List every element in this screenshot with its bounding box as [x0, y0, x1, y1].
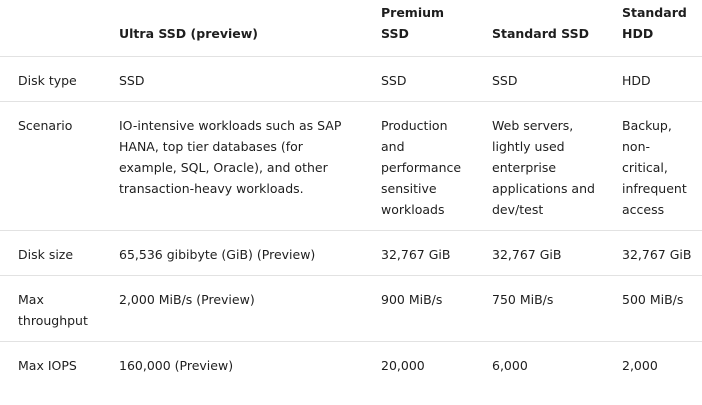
cell: 32,767 GiB: [483, 230, 613, 276]
header-text: Premium SSD: [381, 5, 445, 41]
cell: SSD: [372, 56, 483, 102]
cell: 6,000: [483, 341, 613, 386]
cell: 32,767 GiB: [613, 230, 702, 276]
cell: 500 MiB/s: [613, 275, 702, 342]
cell: SSD: [110, 56, 372, 102]
cell: SSD: [483, 56, 613, 102]
cell: 160,000 (Preview): [110, 341, 372, 386]
row-label: Max IOPS: [0, 341, 110, 386]
row-label: Max throughput: [0, 275, 110, 342]
disk-table: Ultra SSD (preview) Premium SSD Standard S…: [0, 0, 702, 386]
table-row: Disk type SSD SSD SSD HDD: [0, 56, 702, 102]
cell: 32,767 GiB: [372, 230, 483, 276]
column-header: Standard HDD: [613, 0, 702, 57]
cell: 20,000: [372, 341, 483, 386]
table-row: Max IOPS 160,000 (Preview) 20,000 6,000 2,00…: [0, 341, 702, 386]
header-text: Standard SSD: [492, 26, 589, 41]
table-body: Disk type SSD SSD SSD HDD Scenario IO-intensiv…: [0, 56, 702, 386]
table-row: Disk size 65,536 gibibyte (GiB) (Preview)…: [0, 230, 702, 276]
cell: 65,536 gibibyte (GiB) (Preview): [110, 230, 372, 276]
cell: Production and performance sensitive wor…: [372, 101, 483, 231]
cell: 2,000 MiB/s (Preview): [110, 275, 372, 342]
row-label: Disk size: [0, 230, 110, 276]
header-text: Standard HDD: [622, 5, 687, 41]
column-header: Premium SSD: [372, 0, 483, 57]
row-label: Scenario: [0, 101, 110, 231]
column-header: Standard SSD: [483, 0, 613, 57]
corner-cell: [0, 0, 110, 57]
cell: Backup, non-critical, infrequent access: [613, 101, 702, 231]
cell: 2,000: [613, 341, 702, 386]
cell: Web servers, lightly used enterprise app…: [483, 101, 613, 231]
header-row: Ultra SSD (preview) Premium SSD Standard S…: [0, 0, 702, 57]
cell: HDD: [613, 56, 702, 102]
cell: IO-intensive workloads such as SAP HANA,…: [110, 101, 372, 231]
header-text: Ultra SSD (preview): [119, 26, 259, 41]
row-label: Disk type: [0, 56, 110, 102]
column-header: Ultra SSD (preview): [110, 0, 372, 57]
table-row: Max throughput 2,000 MiB/s (Preview) 900 M…: [0, 275, 702, 342]
table-row: Scenario IO-intensive workloads such as S…: [0, 101, 702, 231]
cell: 900 MiB/s: [372, 275, 483, 342]
cell: 750 MiB/s: [483, 275, 613, 342]
